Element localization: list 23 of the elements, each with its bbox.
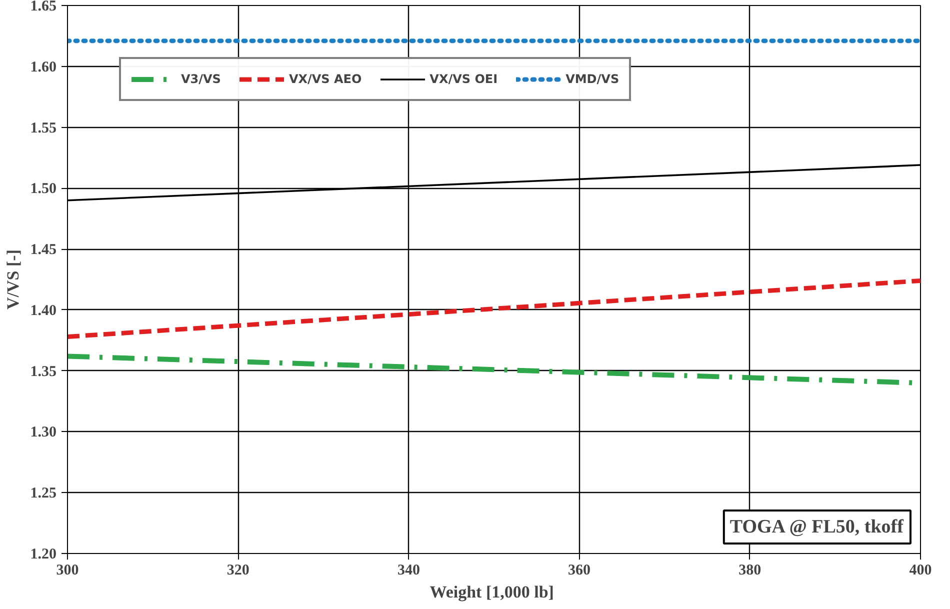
x-tick-label: 320 bbox=[226, 562, 250, 578]
y-tick-label: 1.35 bbox=[30, 364, 56, 380]
y-tick-label: 1.45 bbox=[30, 242, 56, 258]
x-tick-label: 340 bbox=[397, 562, 420, 578]
y-tick-label: 1.65 bbox=[30, 0, 56, 14]
x-tick-label: 300 bbox=[56, 562, 79, 578]
x-axis-title: Weight [1,000 lb] bbox=[430, 582, 554, 602]
y-tick-label: 1.60 bbox=[30, 59, 56, 76]
y-tick-label: 1.50 bbox=[30, 181, 56, 198]
y-tick-label: 1.30 bbox=[30, 424, 56, 441]
y-tick-label: 1.20 bbox=[30, 546, 56, 562]
y-tick-label: 1.40 bbox=[30, 302, 56, 319]
legend-label: V3/VS bbox=[181, 72, 221, 86]
legend-label: VX/VS AEO bbox=[288, 72, 362, 86]
legend-label: VMD/VS bbox=[566, 72, 620, 86]
y-axis-title: V/VS [-] bbox=[3, 250, 22, 310]
y-tick-label: 1.55 bbox=[30, 120, 56, 136]
x-tick-label: 400 bbox=[909, 562, 932, 578]
x-tick-label: 360 bbox=[568, 562, 591, 578]
annotation: TOGA @ FL50, tkoff bbox=[730, 516, 904, 538]
x-tick-label: 380 bbox=[738, 562, 762, 578]
legend-label: VX/VS OEI bbox=[430, 72, 498, 86]
y-tick-label: 1.25 bbox=[30, 486, 56, 502]
